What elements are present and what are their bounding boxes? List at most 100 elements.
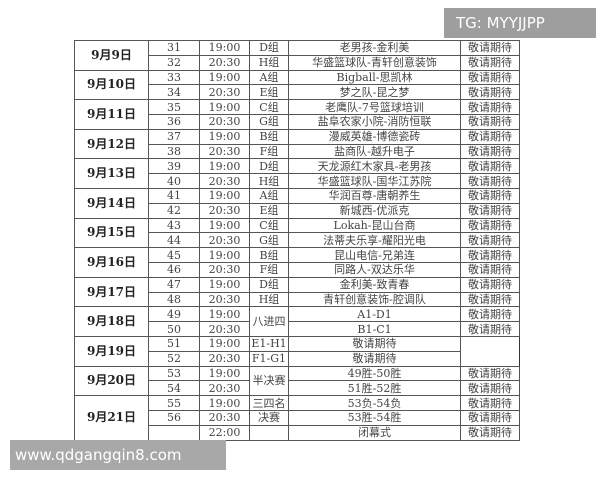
match-teams: 华盛篮球队-青轩创意装饰 xyxy=(288,54,461,71)
match-teams: 49胜-50胜 xyxy=(288,365,461,382)
match-time: 19:00 xyxy=(199,187,250,204)
table-row: 34 20:30 E组 梦之队-昆之梦 敬请期待 xyxy=(75,84,520,101)
day-block: 9月12日 37 19:00 B组 漫威英雄-博德瓷砖 敬请期待 38 20:30 F组 盐商队-… xyxy=(74,128,520,160)
match-number: 50 xyxy=(148,321,200,337)
table-row: 9月17日 47 19:00 D组 金利美-致青春 敬请期待 xyxy=(74,276,520,308)
table-row: 9月10日 33 19:00 A组 Bigball-思凯林 敬请期待 xyxy=(74,69,520,101)
match-time: 20:30 xyxy=(199,291,250,308)
match-number: 32 xyxy=(148,54,200,71)
group-cell: G组 xyxy=(249,113,289,130)
group-cell: E组 xyxy=(249,84,289,101)
match-status: 敬请期待 xyxy=(288,335,461,352)
group-cell: B组 xyxy=(249,128,289,145)
match-status: 敬请期待 xyxy=(460,202,520,219)
day-block: 9月15日 43 19:00 C组 Lokah-昆山台商 敬请期待 44 20:30 G组 法蒂夫… xyxy=(74,217,520,249)
date-cell: 9月16日 xyxy=(74,247,149,278)
match-number: 42 xyxy=(148,202,200,219)
match-teams: Lokah-昆山台商 xyxy=(288,217,461,234)
match-number: 48 xyxy=(148,291,200,308)
watermark-top: TG: MYYJJPP xyxy=(444,8,596,38)
match-number: 43 xyxy=(148,217,200,234)
match-status: 敬请期待 xyxy=(460,128,520,145)
group-cell: F组 xyxy=(249,143,289,160)
match-teams: 盐阜农家小院-消防恒联 xyxy=(288,113,461,130)
match-teams: 青轩创意装饰-腔调队 xyxy=(288,291,461,308)
match-teams: F1-G1 xyxy=(249,350,289,367)
match-teams: 华盛篮球队-国华江苏院 xyxy=(288,173,461,189)
match-time: 20:30 xyxy=(199,232,250,249)
table-row: 32 20:30 H组 华盛篮球队-青轩创意装饰 敬请期待 xyxy=(75,54,520,71)
table-row: 38 20:30 F组 盐商队-越升电子 敬请期待 xyxy=(75,143,520,160)
group-cell: D组 xyxy=(249,158,289,175)
date-cell: 9月19日 xyxy=(74,335,149,367)
match-teams: 老鹰队-7号篮球培训 xyxy=(288,99,461,115)
table-row: 22:00 闭幕式 敬请期待 xyxy=(75,424,520,441)
match-teams: 同路人-双达乐华 xyxy=(288,261,461,278)
match-teams: 53负-54负 xyxy=(288,395,461,411)
match-time: 19:00 xyxy=(199,395,250,411)
match-time: 19:00 xyxy=(199,217,250,234)
match-teams: B1-C1 xyxy=(288,321,461,337)
group-cell: A组 xyxy=(249,187,289,204)
date-cell: 9月14日 xyxy=(74,187,149,219)
day-block: 9月21日 55 19:00 三四名 53负-54负 敬请期待 56 20:30 决赛 53胜-5… xyxy=(74,395,520,441)
match-status: 敬请期待 xyxy=(460,232,520,249)
day-block: 9月10日 33 19:00 A组 Bigball-思凯林 敬请期待 34 20:30 E组 梦之… xyxy=(74,69,520,101)
match-status: 敬请期待 xyxy=(460,276,520,293)
match-number xyxy=(148,424,200,441)
match-time: 19:00 xyxy=(199,306,250,323)
match-teams: 老男孩-金利美 xyxy=(288,40,461,56)
group-cell: G组 xyxy=(249,232,289,249)
match-status: 敬请期待 xyxy=(288,350,461,367)
date-cell: 9月9日 xyxy=(74,40,149,71)
group-cell: B组 xyxy=(249,247,289,263)
group-cell: H组 xyxy=(249,54,289,71)
match-time: 20:30 xyxy=(199,84,250,101)
match-status: 敬请期待 xyxy=(460,99,520,115)
match-time: 20:30 xyxy=(199,261,250,278)
group-cell: C组 xyxy=(249,99,289,115)
match-teams: A1-D1 xyxy=(288,306,461,323)
match-number: 53 xyxy=(148,365,200,382)
match-number: 37 xyxy=(148,128,200,145)
match-time: 19:00 xyxy=(199,247,250,263)
match-time: 20:30 xyxy=(199,380,250,397)
table-row: 9月11日 35 19:00 C组 老鹰队-7号篮球培训 敬请期待 xyxy=(74,99,520,130)
match-number: 36 xyxy=(148,113,200,130)
match-teams: 华润百尊-唐朝养生 xyxy=(288,187,461,204)
match-time: 19:00 xyxy=(199,69,250,86)
match-teams: 漫威英雄-博德瓷砖 xyxy=(288,128,461,145)
date-cell: 9月15日 xyxy=(74,217,149,249)
table-row: 9月16日 45 19:00 B组 昆山电信-兄弟连 敬请期待 xyxy=(74,247,520,278)
match-status: 敬请期待 xyxy=(460,380,520,397)
day-block: 9月11日 35 19:00 C组 老鹰队-7号篮球培训 敬请期待 36 20:30 G组 盐阜农… xyxy=(74,99,520,130)
match-number: 41 xyxy=(148,187,200,204)
match-time: 20:30 xyxy=(199,143,250,160)
group-cell: H组 xyxy=(249,291,289,308)
match-time: 19:00 xyxy=(199,335,250,352)
date-cell: 9月17日 xyxy=(74,276,149,308)
match-status: 敬请期待 xyxy=(460,54,520,71)
match-time: 19:00 xyxy=(199,276,250,293)
group-cell: 决赛 xyxy=(249,409,289,426)
day-block: 9月18日 49 19:00 八进四 A1-D1 敬请期待 50 20:30 B1-C1 敬请期待 xyxy=(74,306,520,337)
day-block: 9月13日 39 19:00 D组 天龙源红木家具-老男孩 敬请期待 40 20:30 H组 华盛… xyxy=(74,158,520,189)
match-teams: E1-H1 xyxy=(249,335,289,352)
match-status: 敬请期待 xyxy=(460,217,520,234)
day-block: 9月19日 51 19:00 E1-H1 敬请期待 52 20:30 F1-G1 敬请期待 xyxy=(74,335,520,367)
group-cell: D组 xyxy=(249,40,289,56)
match-time: 20:30 xyxy=(199,321,250,337)
match-number: 55 xyxy=(148,395,200,411)
date-cell: 9月20日 xyxy=(74,365,149,397)
date-cell: 9月18日 xyxy=(74,306,149,337)
match-teams: 昆山电信-兄弟连 xyxy=(288,247,461,263)
day-block: 9月20日 53 19:00 半决赛 49胜-50胜 敬请期待 54 20:30 51胜-52胜… xyxy=(74,365,520,397)
table-row: 9月19日 51 19:00 E1-H1 敬请期待 xyxy=(74,335,520,367)
match-status: 敬请期待 xyxy=(460,173,520,189)
match-teams: 法蒂夫乐享-耀阳光电 xyxy=(288,232,461,249)
match-number: 47 xyxy=(148,276,200,293)
match-teams: 梦之队-昆之梦 xyxy=(288,84,461,101)
match-status: 敬请期待 xyxy=(460,321,520,337)
match-time: 19:00 xyxy=(199,158,250,175)
group-cell: D组 xyxy=(249,276,289,293)
